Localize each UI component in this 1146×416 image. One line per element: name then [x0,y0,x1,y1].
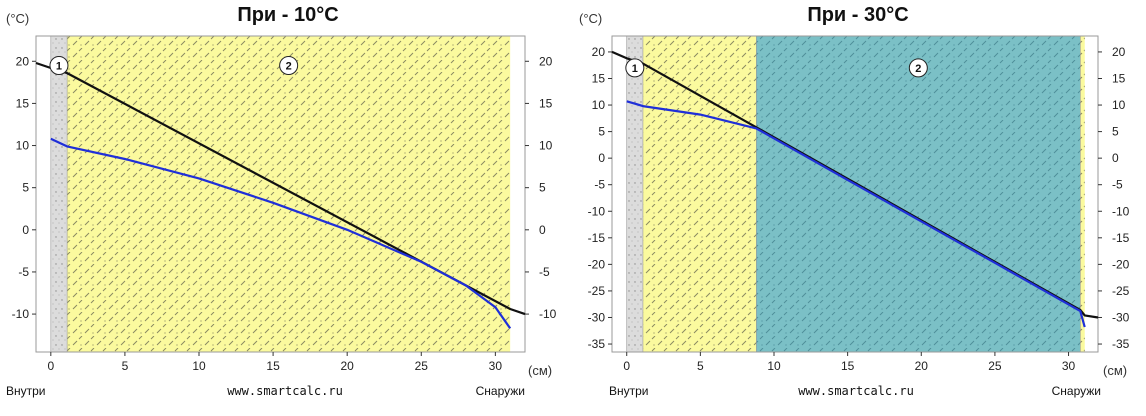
dew-point-line [626,100,1086,328]
x-axis-unit-label: (см) [1103,363,1127,378]
layer-marker-circle [279,55,299,75]
y-tick-label-right: -25 [1112,284,1130,298]
layer-marker-label: 1 [56,60,62,72]
y-tick-label-left: 15 [592,71,606,85]
chart-panel-left: При - 10°C (°C) (см) Внутри www.smartcal… [6,4,557,398]
inside-label: Внутри [609,384,649,398]
temperature-line [35,61,526,316]
y-tick-label-right: -20 [1112,257,1130,271]
layer-marker-circle [908,58,928,78]
wall-layer-hatch-1 [50,36,68,352]
layer-marker-circle [625,58,645,78]
x-tick-label: 30 [489,359,503,373]
x-tick-label: 0 [623,359,630,373]
wall-layer-hatch-4 [1080,36,1085,352]
y-tick-label-right: 15 [539,96,553,110]
y-tick-label-right: 10 [1112,98,1126,112]
x-tick-label: 15 [266,359,280,373]
y-tick-label-right: 20 [539,54,553,68]
temperature-chart-right: При - 30°C (°C) (см) Внутри www.smartcal… [579,4,1130,398]
y-tick-label-right: -35 [1112,337,1130,351]
y-tick-label-right: 15 [1112,71,1126,85]
temperature-chart-left: При - 10°C (°C) (см) Внутри www.smartcal… [6,4,557,398]
x-tick-label: 10 [192,359,206,373]
layer-marker-2: 2 [908,58,928,78]
layer-marker-label: 2 [286,60,292,72]
layer-marker-circle [49,55,69,75]
y-tick-label-left: -10 [588,204,606,218]
y-tick-label-left: 5 [22,181,29,195]
y-tick-label-left: 10 [592,98,606,112]
x-tick-label: 5 [122,359,129,373]
y-tick-label-left: 20 [16,54,30,68]
y-tick-label-left: 10 [16,139,30,153]
x-axis-unit-label: (см) [528,363,552,378]
x-tick-label: 10 [767,359,781,373]
y-tick-label-right: -10 [539,307,557,321]
y-tick-label-right: 20 [1112,45,1126,59]
inside-label: Внутри [6,384,46,398]
wall-layer-hatch-3 [756,36,1081,352]
x-tick-label: 20 [341,359,355,373]
y-axis-unit-label: (°C) [6,11,29,26]
y-axis-unit-label: (°C) [579,11,602,26]
y-tick-label-left: -20 [588,257,606,271]
y-tick-label-left: -10 [12,307,30,321]
y-tick-label-right: -5 [1112,178,1123,192]
y-tick-label-left: 15 [16,96,30,110]
y-tick-label-left: 0 [22,223,29,237]
x-tick-label: 0 [47,359,54,373]
x-tick-label: 25 [415,359,429,373]
y-tick-label-left: 5 [598,125,605,139]
y-tick-label-left: -35 [588,337,606,351]
layer-marker-label: 1 [632,63,638,75]
y-tick-label-left: -5 [594,178,605,192]
y-tick-label-left: -5 [18,265,29,279]
y-tick-label-right: -30 [1112,310,1130,324]
y-tick-label-right: -10 [1112,204,1130,218]
chart-panel-right: При - 30°C (°C) (см) Внутри www.smartcal… [573,0,1146,416]
plot-frame [611,35,1099,353]
y-tick-label-left: -15 [588,231,606,245]
website-watermark: www.smartcalc.ru [227,384,343,398]
plot-frame [35,35,526,353]
y-tick-label-left: -30 [588,310,606,324]
outside-label: Снаружи [1052,384,1101,398]
y-tick-label-left: 20 [592,45,606,59]
x-tick-label: 20 [915,359,929,373]
y-tick-label-right: 5 [1112,125,1119,139]
wall-layer-hatch-2 [642,36,757,352]
wall-layer-hatch-1 [626,36,643,352]
y-tick-label-right: -5 [539,265,550,279]
y-tick-label-left: 0 [598,151,605,165]
y-tick-label-left: -25 [588,284,606,298]
y-tick-label-right: 0 [1112,151,1119,165]
x-tick-label: 30 [1062,359,1076,373]
y-tick-label-right: 10 [539,139,553,153]
y-tick-label-right: -15 [1112,231,1130,245]
chart-title: При - 10°C [237,4,338,26]
layer-marker-1: 1 [625,58,645,78]
x-tick-label: 25 [988,359,1002,373]
layer-marker-2: 2 [279,55,299,75]
y-tick-label-right: 0 [539,223,546,237]
wall-layer-hatch-2 [67,36,511,352]
layer-marker-1: 1 [49,55,69,75]
x-tick-label: 5 [697,359,704,373]
y-tick-label-right: 5 [539,181,546,195]
chart-title: При - 30°C [807,4,908,26]
dew-point-line [50,137,512,330]
x-tick-label: 15 [841,359,855,373]
layer-marker-label: 2 [915,63,921,75]
outside-label: Снаружи [476,384,525,398]
website-watermark: www.smartcalc.ru [798,384,914,398]
